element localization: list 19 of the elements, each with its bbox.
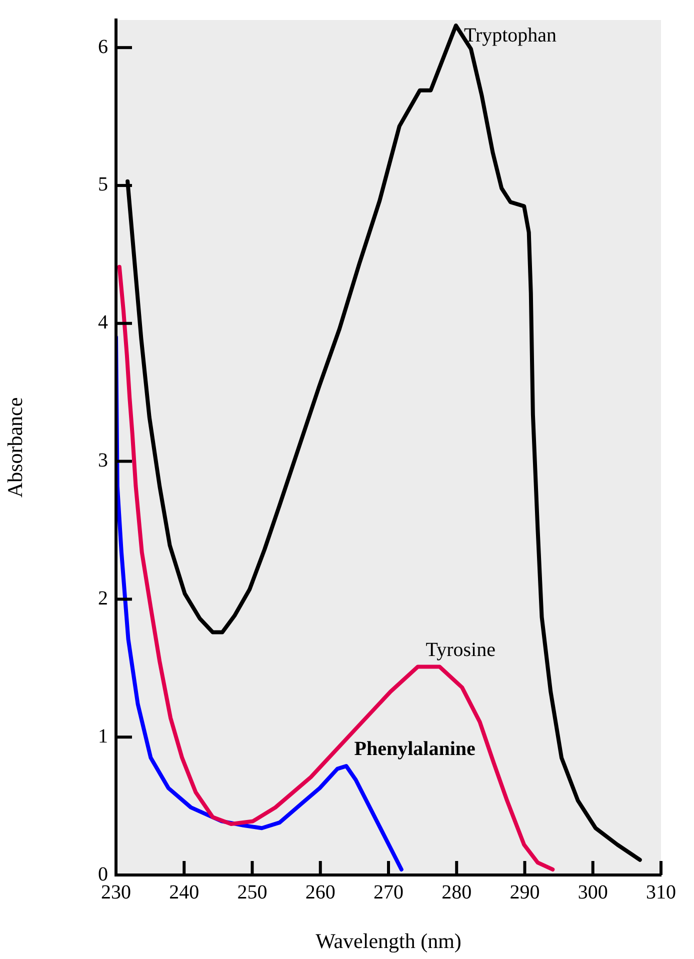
y-tick-label: 3 bbox=[98, 450, 108, 472]
series-label: Tryptophan bbox=[464, 24, 557, 46]
y-axis-title: Absorbance bbox=[3, 397, 28, 498]
x-axis-title: Wavelength (nm) bbox=[316, 928, 462, 953]
series-label: Phenylalanine bbox=[354, 738, 476, 760]
x-tick-label: 250 bbox=[237, 881, 268, 904]
x-tick-label: 310 bbox=[646, 881, 676, 904]
y-tick-label: 5 bbox=[98, 174, 108, 196]
x-tick-label: 260 bbox=[305, 881, 336, 904]
series-label: Tyrosine bbox=[426, 639, 496, 662]
x-tick-label: 290 bbox=[510, 881, 540, 904]
x-tick-label: 270 bbox=[374, 881, 404, 904]
x-tick-label: 240 bbox=[169, 881, 200, 904]
y-tick-label: 4 bbox=[98, 312, 108, 334]
y-tick-label: 1 bbox=[98, 725, 108, 748]
y-tick-label: 6 bbox=[98, 36, 108, 58]
y-tick-label: 2 bbox=[98, 587, 108, 610]
x-tick-label: 280 bbox=[442, 881, 472, 904]
x-tick-label: 300 bbox=[578, 881, 608, 904]
